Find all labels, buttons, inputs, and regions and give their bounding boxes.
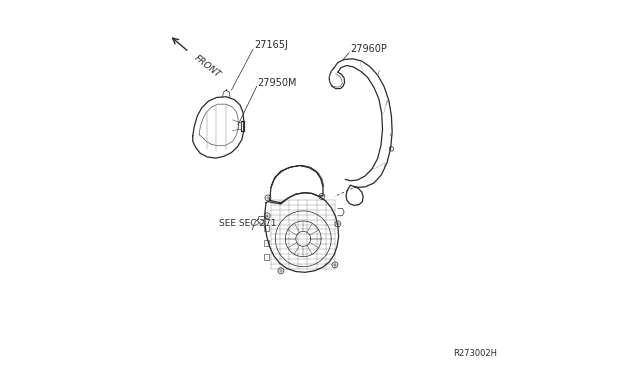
Text: 27950M: 27950M bbox=[257, 77, 297, 87]
Text: R273002H: R273002H bbox=[452, 349, 497, 358]
Text: 27165J: 27165J bbox=[254, 40, 287, 50]
Bar bbox=[264, 254, 269, 260]
Bar bbox=[264, 225, 269, 231]
Bar bbox=[264, 240, 269, 246]
Text: FRONT: FRONT bbox=[193, 54, 223, 80]
Text: SEE SEC.271: SEE SEC.271 bbox=[219, 219, 276, 228]
Text: 27960P: 27960P bbox=[349, 44, 387, 54]
